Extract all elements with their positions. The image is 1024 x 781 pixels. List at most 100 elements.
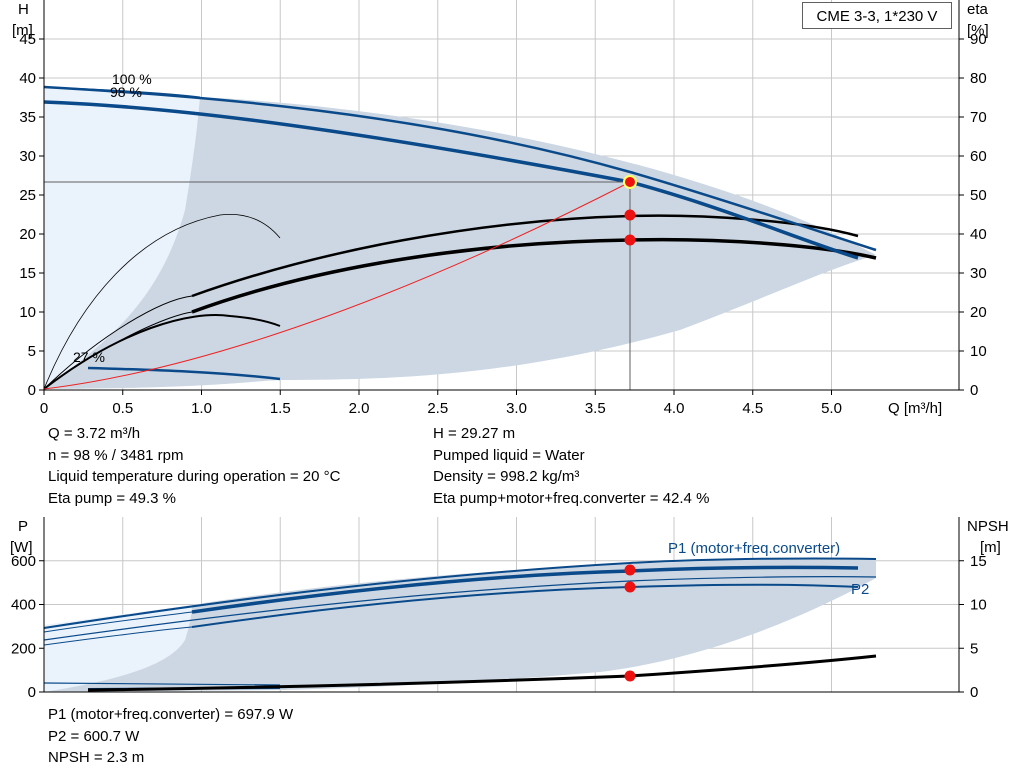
x-tick-label: 3.0 xyxy=(506,400,527,417)
p2-curve-98 xyxy=(191,583,859,628)
power-y-axis-label: P xyxy=(18,518,28,535)
head-curve-98 xyxy=(43,100,859,260)
eta-tick-label: 50 xyxy=(970,187,987,204)
power-operating-area xyxy=(44,558,876,692)
op-eta-pump: Eta pump = 49.3 % xyxy=(48,489,176,507)
power-ticks: 0 200 400 600 0 5 10 15 xyxy=(11,553,987,701)
head-y-tick-label: 45 xyxy=(19,31,36,48)
head-chart: 100 % 98 % 27 % 0 0.5 1.0 1.5 2.0 2.5 3.0 3.5 4.… xyxy=(12,0,989,417)
npsh-tick-label: 15 xyxy=(970,553,987,570)
power-y-tick-label: 400 xyxy=(11,597,36,614)
eta-tick-label: 30 xyxy=(970,265,987,282)
npsh-axis-label: NPSH xyxy=(967,518,1009,535)
op-point-head xyxy=(623,175,637,189)
npsh-tick-label: 10 xyxy=(970,597,987,614)
p2-curve-label: P2 xyxy=(851,581,869,598)
op-point-p1 xyxy=(624,564,636,576)
op-point-eta-pump xyxy=(624,234,636,246)
eta-tick-label: 90 xyxy=(970,31,987,48)
op-point-npsh xyxy=(624,670,636,682)
op-point-p2 xyxy=(624,581,636,593)
power-y-tick-label: 0 xyxy=(28,684,36,701)
eta-tick-label: 70 xyxy=(970,109,987,126)
eta-axis-label: eta xyxy=(967,1,989,18)
p1-curve-100 xyxy=(43,557,877,629)
label-speed-100: 100 % xyxy=(112,71,152,87)
op-eta-total: Eta pump+motor+freq.converter = 42.4 % xyxy=(433,489,710,507)
x-tick-label: 1.0 xyxy=(191,400,212,417)
head-low-flow-region xyxy=(44,87,200,389)
p2-low-speed-curve xyxy=(43,626,193,646)
op-point-eta-total xyxy=(624,209,636,221)
eta-axis-unit: [%] xyxy=(967,22,989,39)
head-y-tick-label: 15 xyxy=(19,265,36,282)
op-info-right: H = 29.27 m Pumped liquid = Water Densit… xyxy=(433,423,709,509)
power-y-axis-unit: [W] xyxy=(10,539,33,556)
op-flow: Q = 3.72 m³/h xyxy=(48,425,141,442)
head-y-tick-label: 20 xyxy=(19,226,36,243)
eta-low-speed-outer-curve xyxy=(43,214,281,390)
x-tick-label: 4.0 xyxy=(664,400,685,417)
x-tick-label: 1.5 xyxy=(270,400,291,417)
op-speed: n = 98 % / 3481 rpm xyxy=(48,446,184,464)
head-y-tick-label: 40 xyxy=(19,70,36,87)
label-speed-27: 27 % xyxy=(73,349,105,365)
eta-tick-label: 0 xyxy=(970,382,978,399)
op-p2: P2 = 600.7 W xyxy=(48,727,140,745)
power-y-tick-label: 600 xyxy=(11,553,36,570)
p2-curve-100 xyxy=(43,576,877,641)
p1-curve-label: P1 (motor+freq.converter) xyxy=(668,540,840,557)
head-y-tick-label: 10 xyxy=(19,304,36,321)
head-y-tick-label: 35 xyxy=(19,109,36,126)
eta-pump-curve xyxy=(191,237,877,314)
op-pumped-liquid: Pumped liquid = Water xyxy=(433,446,585,464)
power-low-speed-curve-a xyxy=(43,682,281,686)
system-curve xyxy=(43,181,631,390)
head-y-axis-label: H xyxy=(18,1,29,18)
head-y-axis-unit: [m] xyxy=(12,22,33,39)
eta-tick-label: 20 xyxy=(970,304,987,321)
op-liquid-temp: Liquid temperature during operation = 20… xyxy=(48,468,341,485)
op-info-left: Q = 3.72 m³/h n = 98 % / 3481 rpm Liquid… xyxy=(48,423,340,509)
power-chart: P1 (motor+freq.converter) P2 02004006000… xyxy=(10,517,1009,701)
head-y-tick-label: 5 xyxy=(28,343,36,360)
x-tick-label: 5.0 xyxy=(821,400,842,417)
pump-model-label: CME 3-3, 1*230 V xyxy=(802,2,952,29)
eta-tick-label: 10 xyxy=(970,343,987,360)
p1-low-speed-curve xyxy=(43,611,193,633)
npsh-tick-label: 5 xyxy=(970,640,978,657)
x-tick-label: 2.5 xyxy=(427,400,448,417)
op-info-bottom: P1 (motor+freq.converter) = 697.9 W P2 =… xyxy=(48,704,293,769)
p1-curve-98 xyxy=(191,565,859,614)
head-curve-100 xyxy=(43,85,877,252)
x-tick-label: 0.5 xyxy=(112,400,133,417)
eta-low-speed-total-curve xyxy=(43,295,193,390)
npsh-axis-unit: [m] xyxy=(980,539,1001,556)
op-p1: P1 (motor+freq.converter) = 697.9 W xyxy=(48,706,294,723)
op-density: Density = 998.2 kg/m³ xyxy=(433,468,580,485)
q-axis-label: Q [m³/h] xyxy=(888,400,942,417)
x-tick-label: 2.0 xyxy=(349,400,370,417)
head-operating-area xyxy=(44,97,876,389)
head-ticks: 0 0.5 1.0 1.5 2.0 2.5 3.0 3.5 4.0 4.5 5.0 0 5 10 15 20 2… xyxy=(19,31,986,417)
head-curve-100-thin xyxy=(43,86,201,98)
eta-tick-label: 60 xyxy=(970,148,987,165)
head-y-tick-label: 0 xyxy=(28,382,36,399)
eta-mid-speed-curve xyxy=(43,314,281,390)
eta-total-curve xyxy=(191,214,859,298)
op-npsh: NPSH = 2.3 m xyxy=(48,749,145,766)
head-curve-27 xyxy=(87,366,281,381)
eta-tick-label: 80 xyxy=(970,70,987,87)
x-tick-label: 3.5 xyxy=(585,400,606,417)
x-tick-label: 4.5 xyxy=(742,400,763,417)
x-tick-label: 0 xyxy=(40,400,48,417)
head-y-tick-label: 30 xyxy=(19,148,36,165)
head-y-tick-label: 25 xyxy=(19,187,36,204)
eta-tick-label: 40 xyxy=(970,226,987,243)
op-head: H = 29.27 m xyxy=(433,425,516,442)
power-y-tick-label: 200 xyxy=(11,640,36,657)
npsh-curve xyxy=(87,654,877,692)
label-speed-98: 98 % xyxy=(110,84,142,100)
npsh-tick-label: 0 xyxy=(970,684,978,701)
